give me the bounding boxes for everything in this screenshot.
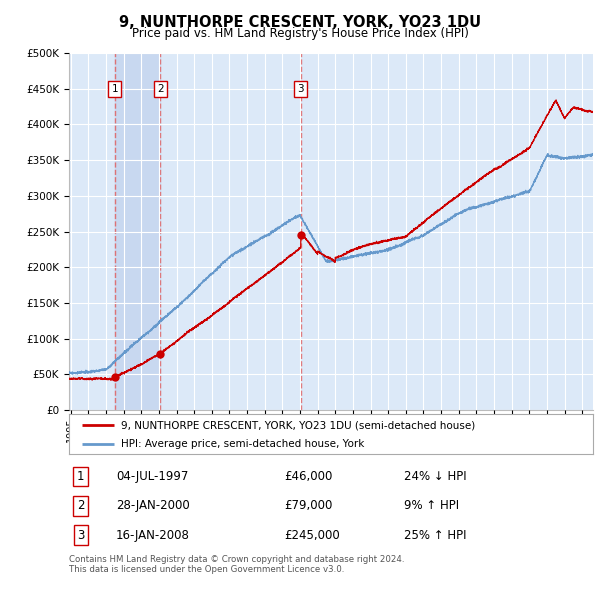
Text: Contains HM Land Registry data © Crown copyright and database right 2024.
This d: Contains HM Land Registry data © Crown c…	[69, 555, 404, 574]
Text: 28-JAN-2000: 28-JAN-2000	[116, 499, 190, 513]
Text: 2: 2	[157, 84, 163, 94]
Text: 3: 3	[77, 529, 84, 542]
Text: £245,000: £245,000	[284, 529, 340, 542]
Text: 24% ↓ HPI: 24% ↓ HPI	[404, 470, 467, 483]
Text: 2: 2	[77, 499, 84, 513]
Text: 25% ↑ HPI: 25% ↑ HPI	[404, 529, 467, 542]
Bar	[115, 53, 160, 410]
Text: HPI: Average price, semi-detached house, York: HPI: Average price, semi-detached house,…	[121, 440, 365, 449]
Text: 16-JAN-2008: 16-JAN-2008	[116, 529, 190, 542]
Text: 04-JUL-1997: 04-JUL-1997	[116, 470, 188, 483]
Text: £46,000: £46,000	[284, 470, 332, 483]
Text: Price paid vs. HM Land Registry's House Price Index (HPI): Price paid vs. HM Land Registry's House …	[131, 27, 469, 40]
Text: 9% ↑ HPI: 9% ↑ HPI	[404, 499, 460, 513]
Text: 3: 3	[298, 84, 304, 94]
Text: 9, NUNTHORPE CRESCENT, YORK, YO23 1DU (semi-detached house): 9, NUNTHORPE CRESCENT, YORK, YO23 1DU (s…	[121, 421, 476, 431]
Text: 9, NUNTHORPE CRESCENT, YORK, YO23 1DU: 9, NUNTHORPE CRESCENT, YORK, YO23 1DU	[119, 15, 481, 30]
Text: £79,000: £79,000	[284, 499, 332, 513]
Text: 1: 1	[77, 470, 84, 483]
Text: 1: 1	[112, 84, 118, 94]
